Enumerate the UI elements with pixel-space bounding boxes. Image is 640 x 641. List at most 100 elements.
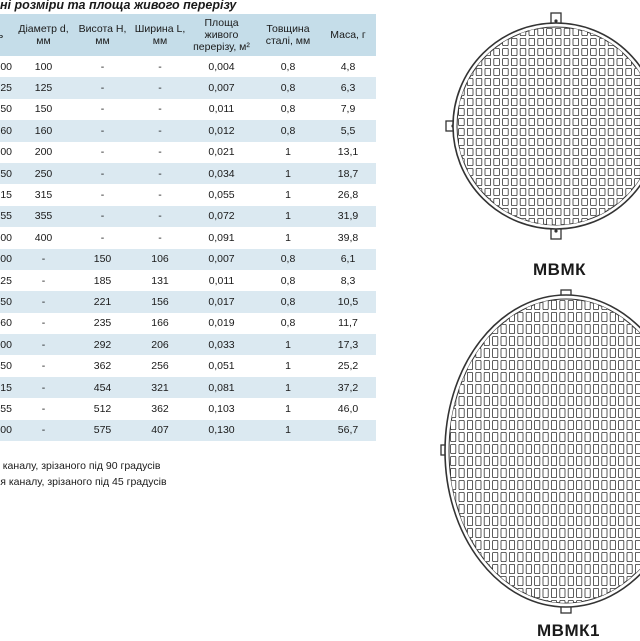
grid-cell — [634, 27, 640, 36]
grid-cell — [609, 311, 616, 322]
grid-cell — [609, 552, 616, 563]
grid-cell — [599, 88, 606, 97]
grid-cell — [563, 38, 571, 47]
grid-cell — [635, 407, 640, 418]
grid-cell — [593, 311, 600, 322]
grid-cell — [572, 177, 579, 186]
grid-cell — [492, 479, 499, 490]
grid-cell — [442, 408, 447, 417]
grid-cell — [475, 323, 482, 334]
grid-cell — [485, 228, 491, 235]
grid-cell — [555, 177, 562, 186]
grid-cell — [519, 108, 527, 117]
grid-cell — [442, 288, 447, 297]
grid-cell — [551, 431, 558, 442]
grid-cell — [534, 335, 541, 346]
grid-cell — [492, 311, 499, 322]
grid-cell — [608, 228, 614, 235]
grid-cell — [559, 455, 566, 466]
grid-cell — [555, 27, 562, 36]
grid-cell — [466, 58, 474, 67]
cell-free-area: 0,091 — [187, 227, 256, 249]
grid-cell — [581, 207, 588, 216]
grid-cell — [635, 467, 640, 478]
grid-cell — [466, 311, 473, 322]
grid-cell — [609, 455, 616, 466]
grid-cell — [511, 18, 517, 25]
cell-steel-thickness: 1 — [256, 205, 320, 228]
grid-cell — [572, 167, 579, 176]
grid-cell — [483, 407, 490, 418]
grid-cell — [634, 127, 640, 136]
grid-cell — [483, 600, 490, 603]
grid-cell — [517, 479, 524, 490]
grid-cell — [555, 217, 562, 225]
grid-cell — [559, 383, 566, 394]
grid-cell — [517, 347, 524, 358]
grid-cell — [616, 118, 623, 127]
grid-cell — [551, 371, 558, 382]
grid-cell — [551, 311, 558, 322]
grid-cell — [519, 197, 527, 206]
grid-cell — [590, 127, 597, 136]
grid-cell — [442, 552, 447, 561]
grid-cell — [500, 467, 507, 478]
grid-cell — [450, 28, 456, 35]
grid-cell — [584, 528, 591, 539]
cell-height: 185 — [72, 269, 133, 292]
table-row: 00 100- -0,004 0,8 4,8 — [0, 56, 376, 78]
grid-cell — [510, 58, 518, 67]
mounting-hole — [554, 19, 558, 23]
grid-cell — [475, 147, 483, 156]
grid-cell — [609, 359, 616, 370]
grid-cell — [450, 228, 456, 235]
cell-free-area: 0,051 — [187, 355, 256, 377]
grid-cell — [493, 27, 500, 36]
grid-cell — [581, 98, 588, 107]
grid-cell — [517, 431, 524, 442]
grid-cell — [518, 288, 523, 297]
grid-cell — [534, 491, 541, 502]
grid-cell — [442, 528, 447, 537]
grid-cell — [625, 68, 632, 77]
grid-cell — [593, 359, 600, 370]
grid-cell — [483, 443, 490, 454]
grid-cell — [458, 137, 465, 146]
grid-cell — [534, 455, 541, 466]
grid-cell — [546, 108, 553, 117]
cell-mass: 8,3 — [320, 269, 376, 292]
grid-cell — [635, 540, 640, 551]
dimensions-table: ь Діаметр d, мм Висота H, мм Ширина L, м… — [0, 14, 376, 442]
grid-cell — [634, 197, 640, 206]
grid-cell — [542, 588, 549, 599]
grid-cell — [559, 323, 566, 334]
grid-cell — [551, 467, 558, 478]
grid-cell — [502, 147, 509, 156]
grid-cell — [563, 68, 571, 77]
grid-cell — [576, 431, 583, 442]
grid-cell — [626, 503, 633, 514]
cell-mass: 46,0 — [320, 398, 376, 420]
cell-width: - — [133, 120, 187, 142]
grid-cell — [607, 108, 615, 117]
grid-cell — [572, 88, 579, 97]
grid-cell — [584, 443, 591, 454]
header-free-area: Площа живого перерізу, м² — [187, 14, 256, 56]
grid-cell — [581, 108, 588, 117]
grid-cell — [563, 58, 571, 67]
grid-cell — [625, 167, 632, 176]
grid-cell — [450, 198, 456, 205]
grid-cell — [607, 157, 615, 166]
grid-cell — [475, 431, 482, 442]
grid-cell — [593, 576, 600, 587]
grid-cell — [442, 576, 447, 585]
grid-cell — [551, 588, 558, 599]
cell-steel-thickness: 0,8 — [256, 269, 320, 292]
grid-cell — [590, 157, 597, 166]
grid-cell — [626, 371, 633, 382]
grid-cell — [599, 48, 606, 57]
grid-cell — [601, 443, 608, 454]
grid-cell — [492, 347, 499, 358]
grid-cell — [525, 371, 532, 382]
grid-cell — [537, 38, 544, 47]
